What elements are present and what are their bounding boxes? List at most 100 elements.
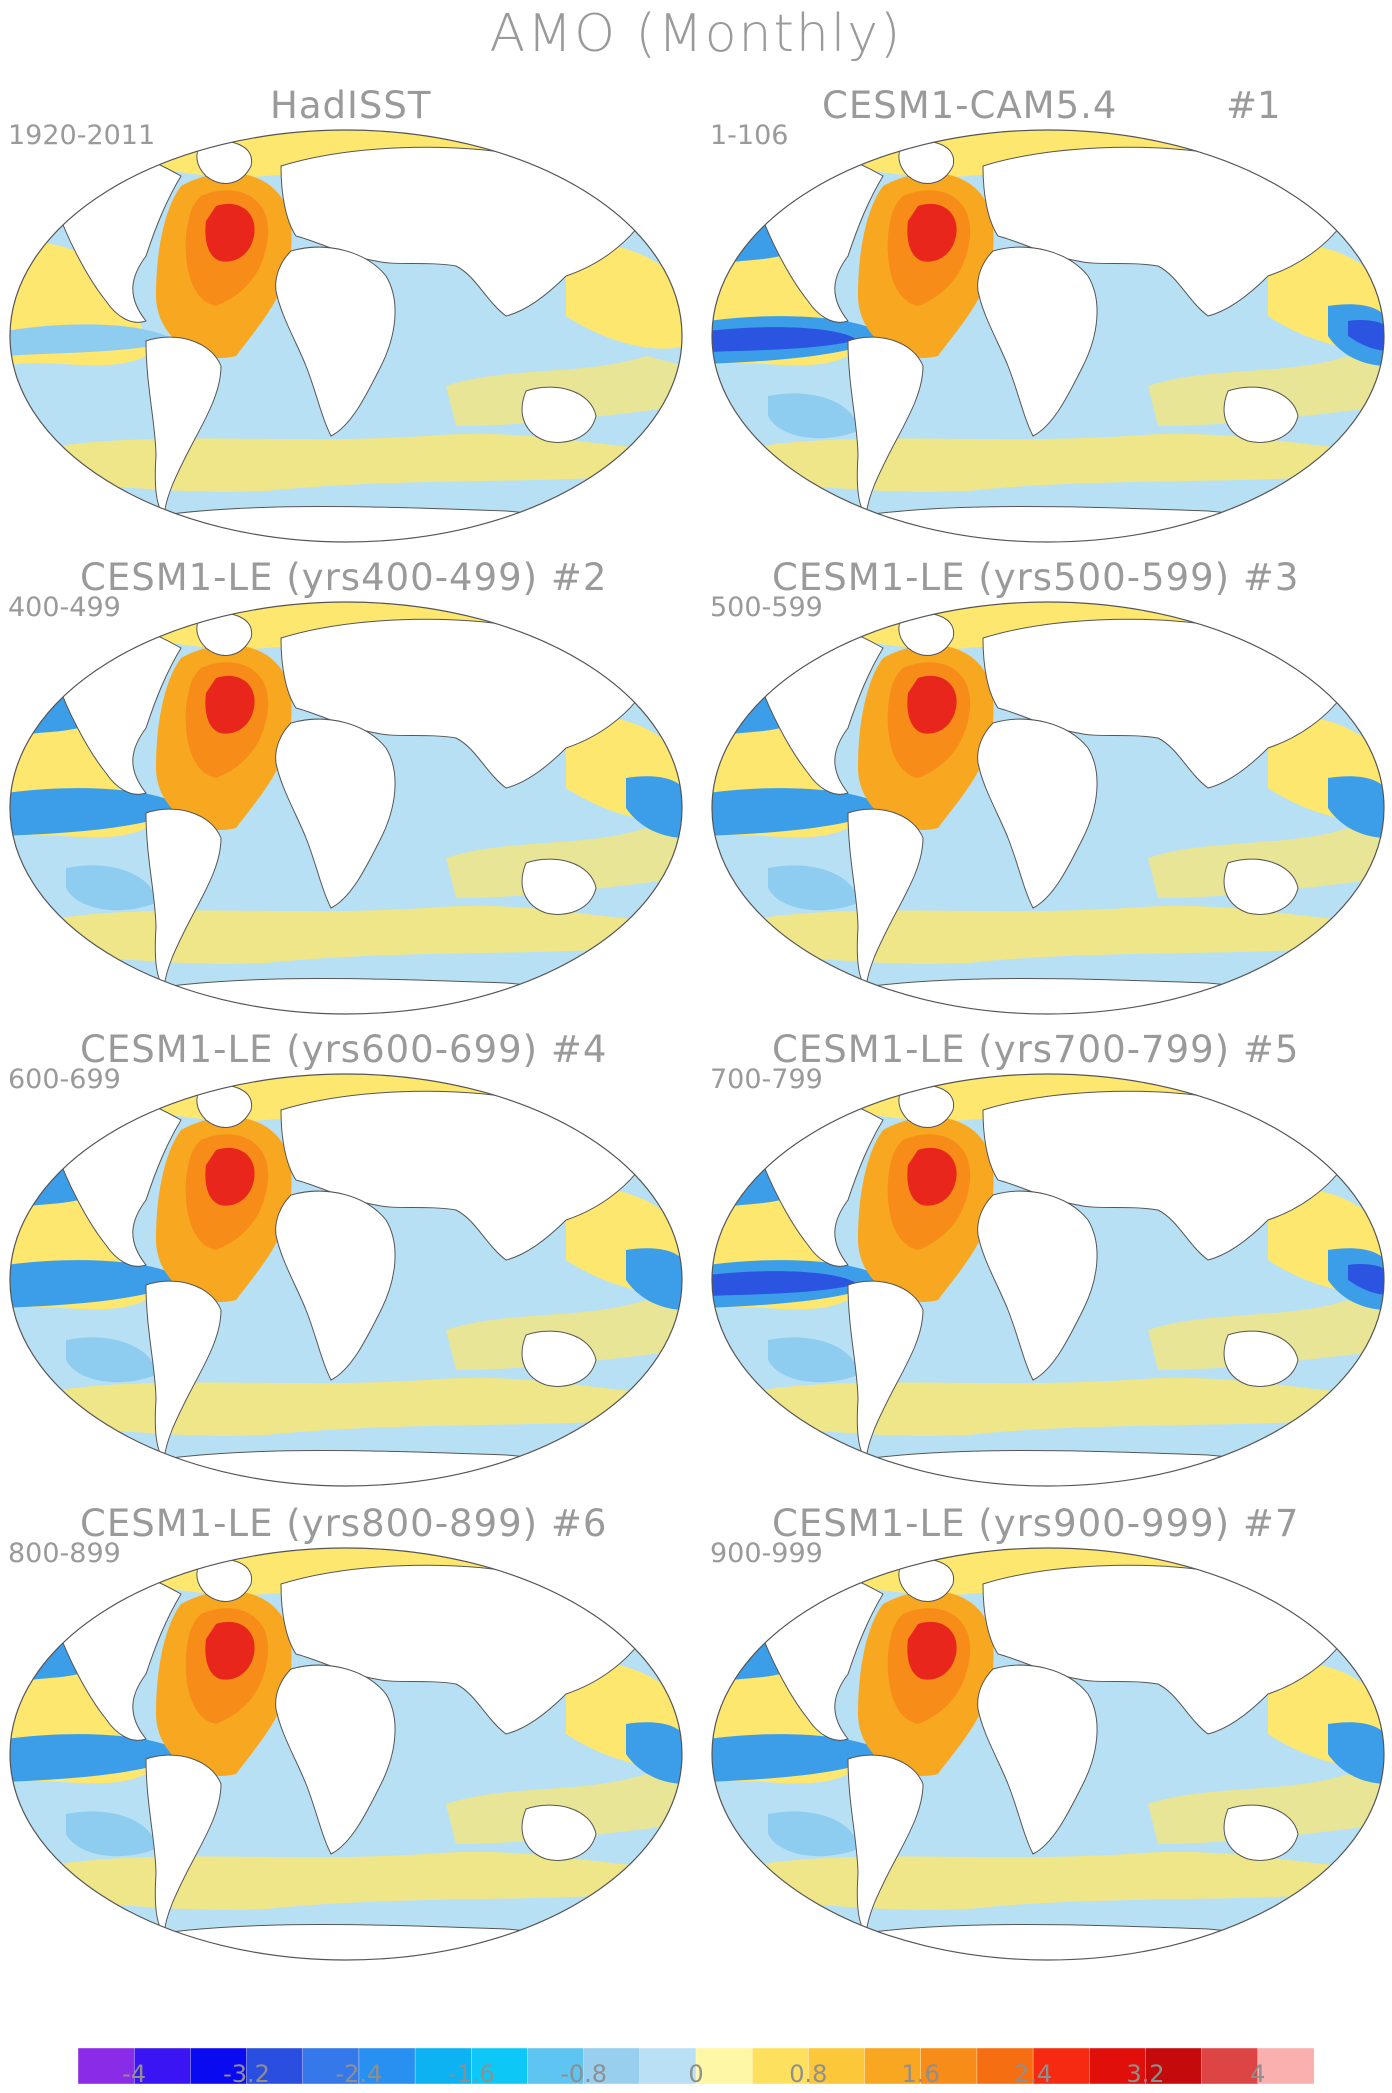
map-border — [711, 601, 1385, 1015]
map-border — [711, 1547, 1385, 1961]
world-map — [711, 601, 1385, 1015]
southern-cool-patch — [66, 1811, 156, 1857]
warm-band-southern — [712, 906, 1384, 964]
panel-years: 500-599 — [710, 592, 823, 623]
atlantic-warm-core — [205, 1147, 255, 1206]
colorbar-swatch — [471, 2048, 529, 2084]
colorbar-swatch — [246, 2048, 304, 2084]
south-america — [847, 1754, 924, 1936]
colorbar-tick-label: 0.8 — [789, 2060, 828, 2088]
map-panel: CESM1-LE (yrs800-899) #6 800-899 — [0, 1502, 690, 1972]
pacific-cool-tongue — [10, 788, 186, 836]
warm-band-southern — [712, 434, 1384, 492]
colorbar-tick-label: 1.6 — [901, 2060, 940, 2088]
greenland — [898, 612, 955, 656]
colorbar-tick-label: 3.2 — [1126, 2060, 1165, 2088]
colorbar-tick-label: -1.6 — [447, 2060, 495, 2088]
warm-band-southern — [10, 1378, 682, 1436]
greenland — [196, 1084, 253, 1128]
east-pacific-cool — [626, 776, 682, 838]
australia — [521, 1804, 597, 1861]
africa — [977, 1190, 1098, 1381]
south-america — [847, 808, 924, 990]
greenland — [898, 1084, 955, 1128]
colorbar-swatch — [302, 2048, 360, 2084]
panel-title: CESM1-LE (yrs500-599) #3 — [772, 556, 1300, 599]
panel-title: CESM1-CAM5.4 — [822, 84, 1118, 127]
australia — [1223, 386, 1299, 443]
panel-years: 700-799 — [710, 1064, 823, 1095]
east-pacific-cool — [1328, 776, 1384, 838]
east-pacific-cool — [626, 1722, 682, 1784]
south-america — [145, 1280, 222, 1462]
colorbar-tick-label: 4 — [1250, 2060, 1266, 2088]
colorbar-tick-label: -0.8 — [560, 2060, 608, 2088]
colorbar-swatch — [864, 2048, 922, 2084]
pacific-cool-tongue — [712, 1734, 888, 1782]
panel-years: 1-106 — [710, 120, 789, 151]
africa — [275, 1664, 396, 1855]
australia — [521, 1330, 597, 1387]
atlantic-warm-core — [205, 675, 255, 734]
colorbar-tick-label: -3.2 — [223, 2060, 270, 2088]
world-map — [9, 1073, 683, 1487]
west-pacific-warm — [566, 244, 682, 349]
antarctica — [125, 978, 628, 1014]
east-pacific-cool — [1328, 1722, 1384, 1784]
warm-band-southern — [10, 434, 682, 492]
africa — [275, 718, 396, 909]
south-america — [847, 1280, 924, 1462]
colorbar-swatch — [78, 2048, 135, 2084]
world-map — [9, 129, 683, 543]
warm-band-southern — [712, 1378, 1384, 1436]
greenland — [898, 140, 955, 184]
world-map — [711, 1073, 1385, 1487]
panel-years: 800-899 — [8, 1538, 121, 1569]
map-panel: CESM1-CAM5.4 #1 1-106 — [702, 84, 1392, 554]
atlantic-warm-core — [205, 203, 255, 262]
panel-years: 900-999 — [710, 1538, 823, 1569]
warm-band-southern — [10, 1852, 682, 1910]
africa — [977, 718, 1098, 909]
map-border — [9, 1547, 683, 1961]
antarctica — [827, 978, 1330, 1014]
southern-cool-patch — [768, 1811, 858, 1857]
warm-band-southern — [10, 906, 682, 964]
east-pacific-cool — [626, 1248, 682, 1310]
colorbar-swatch — [527, 2048, 585, 2084]
panel-title: CESM1-LE (yrs600-699) #4 — [80, 1028, 608, 1071]
colorbar-swatch — [976, 2048, 1034, 2084]
atlantic-warm-core — [907, 1147, 957, 1206]
panel-number: #1 — [1226, 84, 1281, 127]
south-america — [847, 336, 924, 518]
south-america — [145, 808, 222, 990]
australia — [521, 386, 597, 443]
map-panel: CESM1-LE (yrs500-599) #3 500-599 — [702, 556, 1392, 1026]
colorbar-tick-label: -2.4 — [335, 2060, 383, 2088]
australia — [1223, 858, 1299, 915]
colorbar-swatch — [1145, 2048, 1203, 2084]
pacific-cool-tongue — [10, 1260, 186, 1308]
colorbar-tick-label: 2.4 — [1013, 2060, 1053, 2088]
pacific-cool-tongue — [10, 324, 176, 356]
east-pacific-core — [1348, 1264, 1384, 1295]
colorbar — [78, 2048, 1314, 2084]
map-border — [9, 129, 683, 543]
figure-title: AMO (Monthly) — [489, 4, 903, 64]
atlantic-warm-core — [907, 675, 957, 734]
world-map — [9, 1547, 683, 1961]
panel-title: CESM1-LE (yrs800-899) #6 — [80, 1502, 608, 1545]
map-border — [9, 1073, 683, 1487]
antarctica — [125, 506, 628, 542]
africa — [275, 246, 396, 437]
pacific-cool-tongue — [10, 1734, 186, 1782]
pacific-cool-core — [712, 327, 858, 352]
africa — [977, 1664, 1098, 1855]
colorbar-swatch — [133, 2048, 192, 2084]
panel-years: 400-499 — [8, 592, 121, 623]
greenland — [898, 1558, 955, 1602]
map-panel: CESM1-LE (yrs600-699) #4 600-699 — [0, 1028, 690, 1498]
panel-years: 1920-2011 — [8, 120, 156, 151]
colorbar-swatch — [920, 2048, 978, 2084]
australia — [1223, 1330, 1299, 1387]
